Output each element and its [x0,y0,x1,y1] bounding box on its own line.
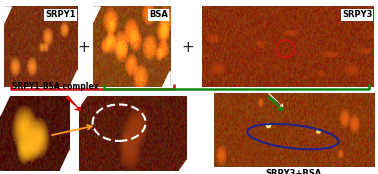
Text: SRPY1: SRPY1 [45,10,76,19]
Polygon shape [0,96,9,116]
Text: SRPY1-BSA complex: SRPY1-BSA complex [12,82,98,91]
Text: SRPY3+BSA: SRPY3+BSA [266,169,322,174]
Polygon shape [70,71,77,87]
Polygon shape [4,7,11,23]
Text: BSA: BSA [149,10,168,19]
Text: +: + [77,40,90,55]
Polygon shape [163,71,170,87]
Polygon shape [60,150,70,171]
Polygon shape [93,7,100,23]
Text: +: + [181,40,194,55]
Polygon shape [79,96,87,106]
Text: SRPY3: SRPY3 [342,10,372,19]
Polygon shape [180,160,187,171]
